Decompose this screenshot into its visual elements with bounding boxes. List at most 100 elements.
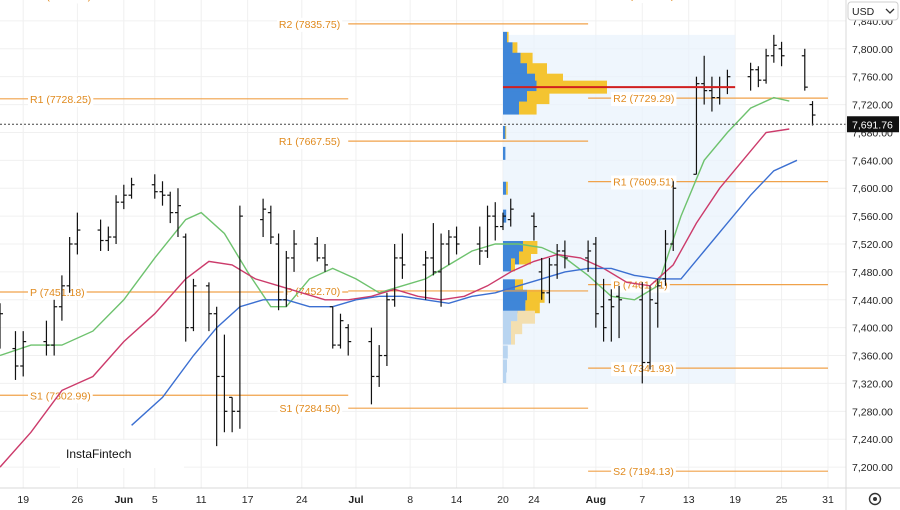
pivot-label-bg [277,402,343,417]
price-tick-label: 7,520.00 [852,239,893,251]
moving-average-line [131,159,798,426]
profile-bar-down [506,31,509,45]
profile-bar-down [525,300,540,314]
price-tick-label: 7,720.00 [852,100,893,112]
time-tick-label: 25 [776,494,788,506]
price-tick-label: 7,320.00 [852,378,893,390]
time-tick-label: 20 [497,494,509,506]
price-axis-labels: 7,200.00 7,240.00 7,280.00 7,320.00 7,360.00… [852,16,893,474]
time-tick-label: Aug [586,494,606,506]
profile-bar-down [510,321,523,335]
profile-bar-down [520,52,533,66]
profile-bar-down [526,91,550,105]
price-tick-label: 7,800.00 [852,44,893,56]
profile-bar-up [502,125,506,139]
time-tick-label: 11 [196,494,207,506]
pivot-label: S1 (7341.93) [613,363,674,375]
ohlc-bars [0,34,816,447]
time-tick-label: Jul [348,494,363,506]
watermark-box [60,440,184,468]
profile-bar-down [510,258,515,272]
profile-bar-down [518,101,537,115]
pivot-label-bg [28,92,94,107]
profile-bar-up [502,369,507,383]
pivot-label-bg [611,175,677,190]
price-tick-label: 7,200.00 [852,462,893,474]
profile-bar-up [502,359,507,373]
time-tick-label: 19 [729,494,741,506]
moving-average-line [0,96,790,357]
pivot-label-bg [611,465,676,480]
price-tick-label: 7,640.00 [852,155,893,167]
time-tick-label: 13 [683,494,695,506]
currency-button[interactable] [847,1,899,21]
last-price-tag [847,116,899,133]
pivot-label: R1 (7609.51) [613,177,674,189]
profile-bar-up [502,101,519,115]
pivot-label-bg [611,0,677,4]
profile-bar-down [526,63,547,77]
profile-bar-down [506,181,508,195]
pivot-label: R2 (7835.75) [279,19,340,31]
pivot-label: R3 (7877.09) [613,0,674,2]
time-axis-labels: 19 26 Jun 5 11 17 24 Jul 8 14 20 24 Aug 7 13 19 25 31 [17,494,834,506]
profile-bar-up [502,321,511,335]
pivot-label: R2 (7729.29) [613,93,674,105]
pivot-label-bg [276,17,343,32]
pivot-label: P (7452.70) [286,286,341,298]
price-tick-label: 7,600.00 [852,183,893,195]
price-tick-label: 7,760.00 [852,72,893,84]
time-tick-label: 14 [451,494,463,506]
pivot-label-bg [611,362,676,377]
profile-bar-up [502,63,527,77]
pivot-label-bg [28,389,93,404]
profile-bar-down [526,289,545,303]
time-tick-label: 17 [242,494,254,506]
chevron-down-icon [885,8,895,14]
pivot-label: S1 (7284.50) [280,403,341,415]
profile-bar-up [502,258,511,272]
pivot-label: R1 (7728.25) [30,94,91,106]
time-tick-label: 7 [639,494,645,506]
profile-bar-down [510,331,515,345]
pivot-levels: R2 (7876.44) R1 (7728.25) P (7451.18) S1 (7… [0,0,828,480]
profile-bar-up [502,331,511,345]
profile-bar-up [502,300,526,314]
profile-bar-up [502,181,507,195]
price-tick-label: 7,480.00 [852,267,893,279]
price-tick-label: 7,440.00 [852,295,893,307]
time-tick-label: Jun [114,494,133,506]
time-tick-label: 19 [17,494,29,506]
pivot-label-bg [283,284,343,299]
time-tick-label: 24 [296,494,308,506]
watermark-logo: InstaFintech [66,447,131,461]
profile-bar-down [517,310,535,324]
settings-gear-icon[interactable] [868,492,882,506]
price-tick-label: 7,400.00 [852,323,893,335]
last-price-value: 7,691.76 [852,119,893,131]
price-tick-label: 7,280.00 [852,406,893,418]
pivot-label: P (7451.18) [30,287,85,299]
profile-bar-down [505,125,507,139]
pivot-label-bg [28,0,94,4]
profile-bar-up [502,345,508,359]
price-tick-label: 7,360.00 [852,351,893,363]
profile-bar-up [502,289,527,303]
price-tick-label: 7,240.00 [852,434,893,446]
pivot-label: R1 (7667.55) [279,136,340,148]
profile-bar-down [512,42,518,56]
profile-bar-up [502,31,507,45]
time-tick-label: 31 [822,494,834,506]
time-tick-label: 8 [407,494,413,506]
pivot-label: S1 (7302.99) [30,390,91,402]
profile-bar-up [502,91,527,105]
profile-bar-down [522,240,538,254]
profile-bar-down [518,251,531,265]
time-tick-label: 26 [72,494,84,506]
profile-bar-up [502,52,521,66]
pivot-label: S2 (7194.13) [613,466,674,478]
profile-bar-up [502,146,506,160]
profile-bar-up [502,42,513,56]
price-axis[interactable] [846,0,900,488]
